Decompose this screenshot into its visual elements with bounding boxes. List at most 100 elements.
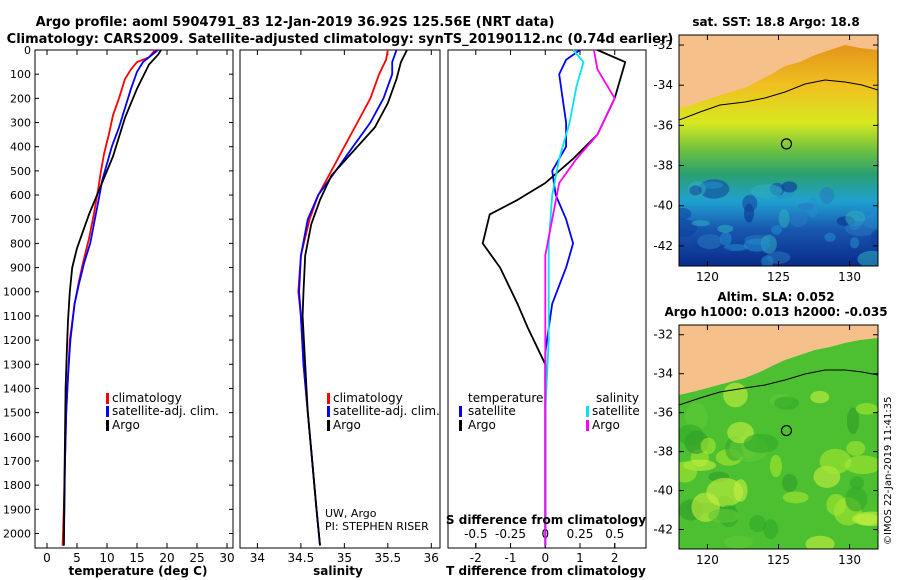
- map-y-tick-label: -40: [653, 484, 673, 498]
- map-x-tick-label: 120: [696, 553, 719, 567]
- x-tick-label: 20: [159, 551, 174, 565]
- map-x-tick-label: 130: [838, 553, 861, 567]
- sla-map-title2: Argo h1000: 0.013 h2000: -0.035: [664, 305, 887, 319]
- temperature-series: [61, 49, 162, 546]
- temperature-frame: [34, 49, 234, 549]
- sst-texture-blob: [824, 232, 836, 242]
- temperature-diff-legend: temperature satellite Argo: [459, 391, 543, 432]
- series-line-s-satellite: [544, 49, 585, 546]
- legend-s-satellite: satellite: [592, 404, 640, 418]
- x-tick-label: 15: [129, 551, 144, 565]
- title-line2: Climatology: CARS2009. Satellite-adjuste…: [7, 32, 674, 47]
- sst-texture-blob: [766, 251, 791, 264]
- map-y-tick-label: -36: [653, 118, 673, 132]
- sst-texture-blob: [789, 213, 808, 227]
- sla-texture-blob: [782, 491, 809, 504]
- sst-texture-blob: [717, 224, 734, 233]
- map-y-tick-label: -32: [653, 328, 673, 342]
- sst-texture-blob: [718, 248, 731, 255]
- imos-credit: ©IMOS 22-Jan-2019 11:41:35: [883, 397, 894, 545]
- depth-tick-label: 100: [10, 68, 31, 81]
- sla-texture-blob: [852, 511, 878, 527]
- sla-map-panel: Altim. SLA: 0.052 Argo h1000: 0.013 h200…: [653, 290, 887, 567]
- x-tick-label: 36: [424, 551, 439, 565]
- depth-tick-label: 1400: [3, 382, 31, 395]
- legend-climatology: climatology: [112, 391, 182, 405]
- depth-tick-label: 1600: [3, 431, 31, 444]
- depth-tick-label: 1000: [3, 286, 31, 299]
- legend-swatch-s-argo: [586, 420, 589, 431]
- legend-swatch-s-satellite: [586, 406, 589, 417]
- legend-satellite: satellite-adj. clim.: [333, 404, 440, 418]
- s-tick-label: 0.5: [605, 527, 624, 541]
- sst-texture-blob: [797, 202, 815, 210]
- legend-swatch-satellite: [327, 406, 330, 417]
- legend-argo: Argo: [112, 418, 140, 432]
- map-x-tick-label: 130: [838, 270, 861, 284]
- map-x-tick-label: 120: [696, 270, 719, 284]
- depth-tick-label: 1300: [3, 358, 31, 371]
- annotation-pi: PI: STEPHEN RISER: [325, 520, 429, 533]
- depth-tick-label: 400: [10, 141, 31, 154]
- sla-texture-blob: [733, 479, 748, 502]
- legend-t-argo: Argo: [468, 418, 496, 432]
- argo-float-marker-sla: [780, 424, 793, 437]
- sst-map-axes: 120 125 130 -32 -34 -36 -38 -40 -42: [653, 35, 878, 284]
- sst-texture: [679, 179, 878, 266]
- sla-texture-blob: [819, 448, 852, 475]
- australia-land: [679, 35, 878, 108]
- sla-texture-blob: [846, 440, 866, 456]
- series-line-argo: [62, 49, 162, 546]
- x-tick-label: 35.5: [374, 551, 401, 565]
- map-y-tick-label: -42: [653, 523, 673, 537]
- sla-texture-blob: [805, 535, 835, 549]
- difference-panel: -2 -1 0 1 2 -0.5 -0.25 0 0.25 0.5 S difference f…: [446, 49, 647, 578]
- map-y-tick-label: -32: [653, 38, 673, 52]
- map-y-tick-label: -36: [653, 406, 673, 420]
- sst-texture-blob: [679, 207, 692, 220]
- sla-texture-blob: [679, 461, 697, 483]
- x-tick-label: 5: [73, 551, 81, 565]
- sst-texture-blob: [742, 194, 758, 212]
- x-tick-label: 35: [337, 551, 352, 565]
- salinity-xlabel: salinity: [313, 564, 363, 578]
- legend-s-argo: Argo: [592, 418, 620, 432]
- sst-texture-blob: [870, 229, 878, 246]
- sla-texture-blob: [810, 390, 830, 404]
- legend-swatch-t-satellite: [459, 406, 462, 417]
- salinity-panel: 34 34.5 35 35.5 36 salinity climatology sate…: [239, 49, 441, 578]
- depth-tick-label: 1200: [3, 334, 31, 347]
- sla-texture-blob: [769, 454, 783, 478]
- sst-texture-blob: [723, 243, 748, 252]
- difference-frame: [447, 49, 647, 549]
- sla-texture-blob: [845, 486, 868, 512]
- legend-t-satellite: satellite: [468, 404, 516, 418]
- series-line-argo: [301, 49, 408, 546]
- s-tick-label: -0.5: [464, 527, 487, 541]
- sst-texture-blob: [857, 250, 878, 266]
- legend-swatch-satellite: [106, 406, 109, 417]
- x-tick-label: 2: [611, 551, 619, 565]
- sla-map-title1: Altim. SLA: 0.052: [717, 290, 834, 304]
- sla-texture: [679, 382, 878, 549]
- sla-texture-blob: [844, 455, 878, 475]
- legend-argo: Argo: [333, 418, 361, 432]
- australia-land-sla: [679, 325, 878, 395]
- map-y-tick-label: -34: [653, 367, 673, 381]
- x-tick-label: 0: [541, 551, 549, 565]
- map-x-tick-label: 125: [767, 270, 790, 284]
- salinity-legend: climatology satellite-adj. clim. Argo: [327, 391, 440, 432]
- sst-texture-blob: [771, 225, 782, 235]
- sla-texture-blob: [679, 424, 704, 446]
- depth-tick-label: 1900: [3, 503, 31, 516]
- legend-swatch-climatology: [327, 393, 330, 404]
- depth-tick-label: 1800: [3, 479, 31, 492]
- s-tick-label: -0.25: [495, 527, 526, 541]
- depth-tick-label: 500: [10, 165, 31, 178]
- legend-temperature-heading: temperature: [468, 391, 543, 405]
- x-tick-label: 1: [576, 551, 584, 565]
- legend-swatch-argo: [327, 420, 330, 431]
- x-tick-label: 34: [250, 551, 265, 565]
- depth-tick-label: 0: [24, 44, 31, 57]
- sst-texture-blob: [781, 181, 798, 193]
